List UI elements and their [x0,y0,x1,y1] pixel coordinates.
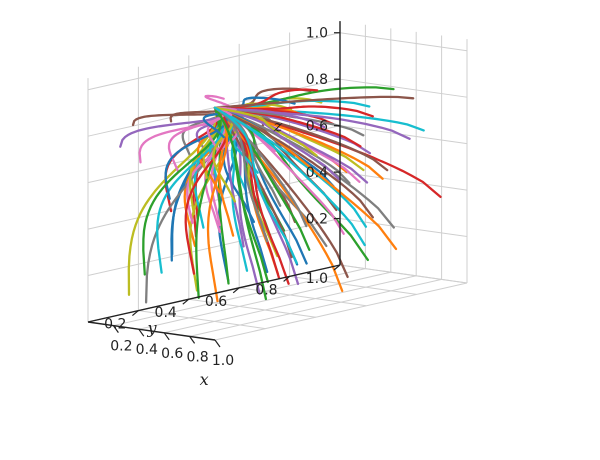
y-tick [283,275,290,282]
y-tick [333,264,341,271]
x-tick-label: 0.2 [110,339,132,355]
grid-line [239,287,367,307]
x-tick [112,325,119,333]
grid-line [138,271,391,330]
grid-line [289,275,417,295]
z-tick-label: 0.4 [306,165,328,181]
y-tick-label: 0.4 [155,305,177,321]
grid-line [164,275,417,334]
x-tick-label: 0.8 [186,349,208,365]
chart-panes [87,21,468,341]
grid-line [339,171,468,191]
grid-line [189,278,442,337]
grid-line [87,218,341,277]
y-tick [182,298,190,305]
series-line [213,106,268,301]
grid-line [339,125,468,145]
y-tick-label: 0.2 [104,317,126,333]
grid-line [339,32,468,52]
x-tick [214,339,221,348]
y-tick-label: 0.8 [255,282,277,298]
z-tick-label: 0.8 [306,72,328,88]
y-axis-line [87,264,341,323]
series-line [195,106,220,299]
x-tick-label: 0.6 [161,346,183,362]
series-line [127,106,218,296]
x-tick [189,336,196,344]
series-line [213,106,374,219]
x-tick [138,328,145,337]
y-axis-label: y [146,319,157,338]
y-tick-label: 0.6 [205,294,227,310]
y-tick [132,310,139,317]
y-tick-label: 1.0 [306,271,328,287]
x-tick-label: 0.4 [136,342,158,358]
grid-line [87,32,341,91]
series-line [213,106,308,228]
x-tick-label: 1.0 [212,353,234,369]
z-tick-label: 0.2 [306,212,328,228]
x-axis-line [87,321,216,341]
grid-line [339,264,468,284]
axis-labels: z y x [146,117,282,389]
chart-axes [87,21,341,341]
y-tick [232,287,240,294]
grid-line [138,310,266,330]
series-line [213,106,340,181]
series-line [142,106,222,276]
trajectory-curves [119,86,442,304]
x-axis-label: x [200,370,209,389]
grid-line [113,268,366,327]
series-line [213,95,415,109]
tick-labels: 0.20.20.20.40.40.40.60.60.60.80.80.81.01… [104,26,341,369]
grid-line [339,78,468,98]
z-axis-label: z [273,117,283,136]
grid-line [188,298,316,318]
x-tick [163,332,170,341]
series-line [213,106,318,157]
series-line [213,106,298,264]
grid-line [214,282,468,341]
z-tick-label: 0.6 [306,119,328,135]
series-line [213,106,366,247]
z-tick-label: 1.0 [306,26,328,42]
